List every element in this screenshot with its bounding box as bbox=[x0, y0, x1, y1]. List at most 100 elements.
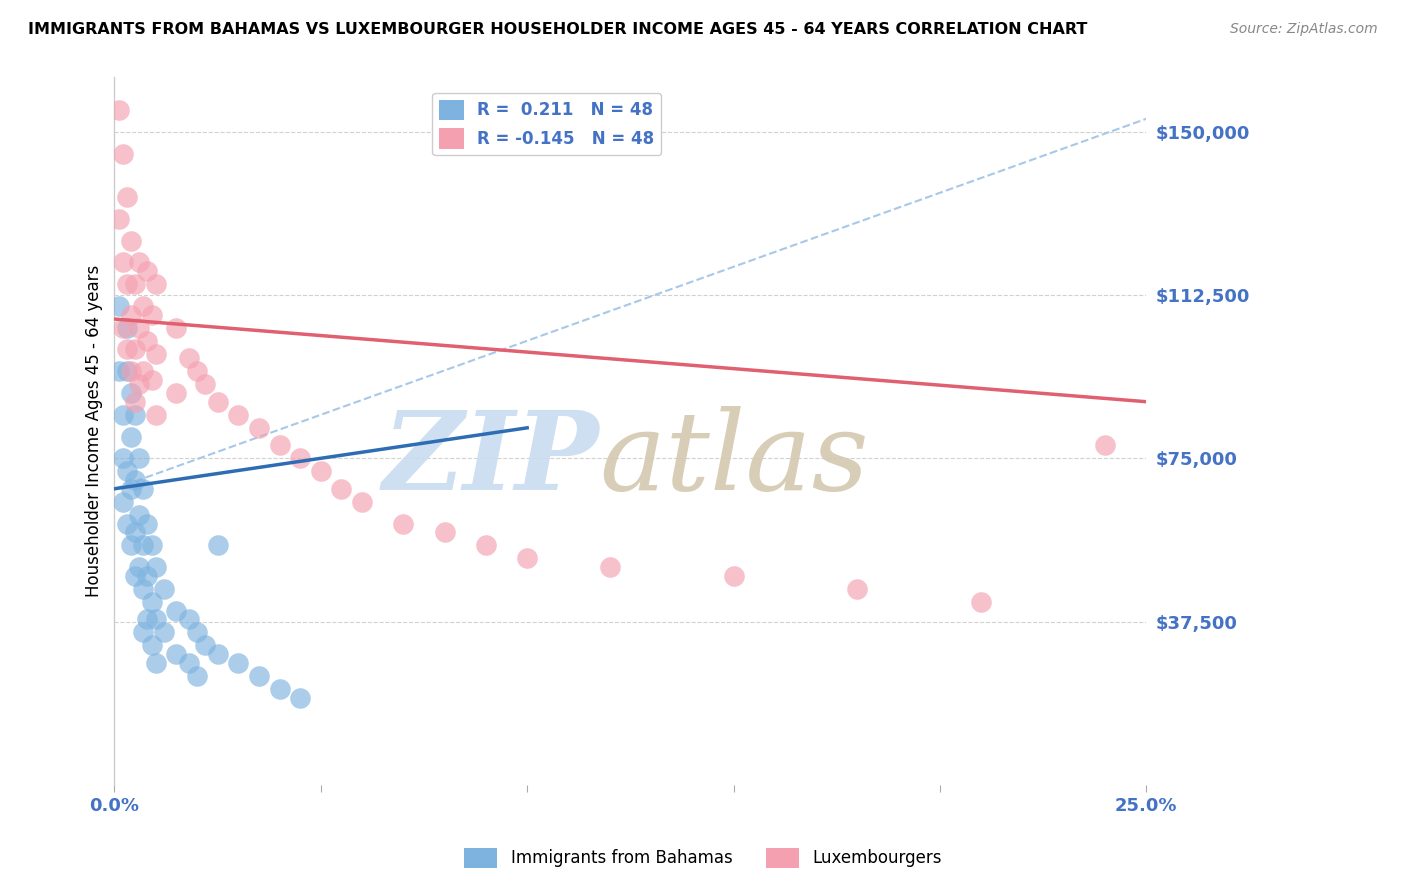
Point bbox=[247, 421, 270, 435]
Point bbox=[153, 625, 176, 640]
Point bbox=[120, 364, 142, 378]
Point bbox=[136, 264, 159, 278]
Point bbox=[194, 639, 217, 653]
Point bbox=[132, 582, 155, 596]
Point bbox=[132, 482, 155, 496]
Point bbox=[186, 364, 208, 378]
Point bbox=[107, 364, 129, 378]
Point bbox=[207, 647, 229, 661]
Point bbox=[124, 277, 146, 292]
Point bbox=[128, 255, 150, 269]
Point bbox=[723, 569, 745, 583]
Point bbox=[309, 464, 332, 478]
Point bbox=[177, 612, 200, 626]
Point bbox=[141, 373, 163, 387]
Point bbox=[115, 516, 138, 531]
Point bbox=[288, 690, 311, 705]
Point bbox=[111, 495, 134, 509]
Point bbox=[269, 681, 291, 696]
Point bbox=[120, 482, 142, 496]
Point bbox=[115, 277, 138, 292]
Point bbox=[145, 277, 167, 292]
Point bbox=[124, 525, 146, 540]
Point bbox=[132, 299, 155, 313]
Point bbox=[226, 656, 249, 670]
Point bbox=[516, 551, 538, 566]
Point bbox=[115, 320, 138, 334]
Text: ZIP: ZIP bbox=[382, 406, 599, 513]
Point bbox=[132, 538, 155, 552]
Point bbox=[165, 320, 187, 334]
Point bbox=[141, 595, 163, 609]
Point bbox=[132, 625, 155, 640]
Point bbox=[128, 320, 150, 334]
Point bbox=[124, 408, 146, 422]
Point bbox=[352, 495, 374, 509]
Point bbox=[115, 364, 138, 378]
Legend: Immigrants from Bahamas, Luxembourgers: Immigrants from Bahamas, Luxembourgers bbox=[457, 841, 949, 875]
Point bbox=[132, 364, 155, 378]
Point bbox=[120, 429, 142, 443]
Point bbox=[128, 560, 150, 574]
Point bbox=[392, 516, 415, 531]
Point bbox=[107, 299, 129, 313]
Point bbox=[136, 516, 159, 531]
Point bbox=[177, 656, 200, 670]
Point bbox=[111, 146, 134, 161]
Point bbox=[115, 190, 138, 204]
Point bbox=[207, 394, 229, 409]
Point bbox=[247, 669, 270, 683]
Point bbox=[165, 604, 187, 618]
Point bbox=[141, 308, 163, 322]
Point bbox=[177, 351, 200, 366]
Point bbox=[124, 394, 146, 409]
Point bbox=[115, 464, 138, 478]
Point bbox=[288, 451, 311, 466]
Point bbox=[269, 438, 291, 452]
Point bbox=[1094, 438, 1116, 452]
Point bbox=[128, 377, 150, 392]
Point bbox=[186, 669, 208, 683]
Point bbox=[120, 386, 142, 401]
Point bbox=[186, 625, 208, 640]
Point bbox=[136, 334, 159, 348]
Point bbox=[194, 377, 217, 392]
Point bbox=[145, 347, 167, 361]
Point bbox=[207, 538, 229, 552]
Point bbox=[107, 103, 129, 117]
Point bbox=[145, 612, 167, 626]
Point bbox=[330, 482, 353, 496]
Y-axis label: Householder Income Ages 45 - 64 years: Householder Income Ages 45 - 64 years bbox=[86, 265, 103, 598]
Point bbox=[141, 639, 163, 653]
Point bbox=[475, 538, 498, 552]
Point bbox=[136, 569, 159, 583]
Point bbox=[970, 595, 993, 609]
Point bbox=[433, 525, 456, 540]
Point bbox=[111, 320, 134, 334]
Point bbox=[165, 647, 187, 661]
Point bbox=[226, 408, 249, 422]
Point bbox=[124, 569, 146, 583]
Point bbox=[145, 408, 167, 422]
Point bbox=[120, 538, 142, 552]
Text: atlas: atlas bbox=[599, 406, 869, 513]
Point bbox=[846, 582, 869, 596]
Point bbox=[128, 508, 150, 522]
Text: IMMIGRANTS FROM BAHAMAS VS LUXEMBOURGER HOUSEHOLDER INCOME AGES 45 - 64 YEARS CO: IMMIGRANTS FROM BAHAMAS VS LUXEMBOURGER … bbox=[28, 22, 1087, 37]
Point bbox=[124, 343, 146, 357]
Point bbox=[136, 612, 159, 626]
Point bbox=[111, 255, 134, 269]
Point bbox=[145, 656, 167, 670]
Point bbox=[124, 473, 146, 487]
Point bbox=[115, 343, 138, 357]
Point bbox=[111, 451, 134, 466]
Point bbox=[153, 582, 176, 596]
Point bbox=[165, 386, 187, 401]
Point bbox=[599, 560, 621, 574]
Point bbox=[111, 408, 134, 422]
Point bbox=[120, 234, 142, 248]
Point bbox=[120, 308, 142, 322]
Text: Source: ZipAtlas.com: Source: ZipAtlas.com bbox=[1230, 22, 1378, 37]
Point bbox=[128, 451, 150, 466]
Point bbox=[145, 560, 167, 574]
